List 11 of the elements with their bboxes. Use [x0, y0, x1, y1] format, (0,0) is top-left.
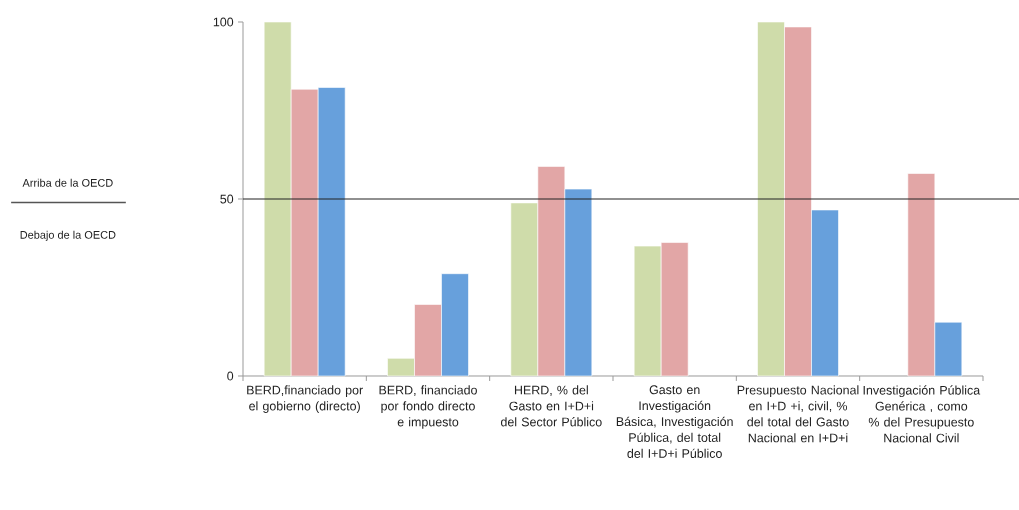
x-tick-label: BERD, financiado por fondo directo e impuesto	[379, 385, 477, 429]
x-tick-label: Investigación Pública Genérica , como % del Presupuesto Nacional Civil	[863, 385, 981, 443]
x-tick-label: Gasto en Investigación Básica, Investigación Pública, del total del I+D+i Público	[616, 385, 733, 458]
x-tick-label: Presupuesto Nacional en I+D +i, civil, % del total del Gasto Nacional en I+D+i	[737, 385, 859, 443]
text: Debajo de la OECD	[20, 230, 116, 241]
x-tick-label: HERD, % del Gasto en I+D+i del Sector Público	[500, 385, 602, 427]
y-tick-label: 0	[227, 371, 234, 381]
y-tick-label: 50	[220, 194, 234, 204]
ref-line-label: Arriba de la OECD	[22, 178, 113, 187]
x-tick-label: BERD,financiado por el gobierno (directo)	[247, 385, 363, 413]
y-tick-label: 100	[213, 17, 234, 27]
